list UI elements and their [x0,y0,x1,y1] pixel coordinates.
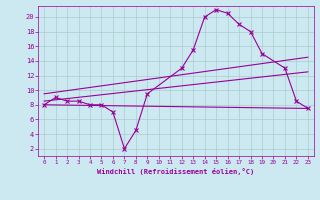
X-axis label: Windchill (Refroidissement éolien,°C): Windchill (Refroidissement éolien,°C) [97,168,255,175]
